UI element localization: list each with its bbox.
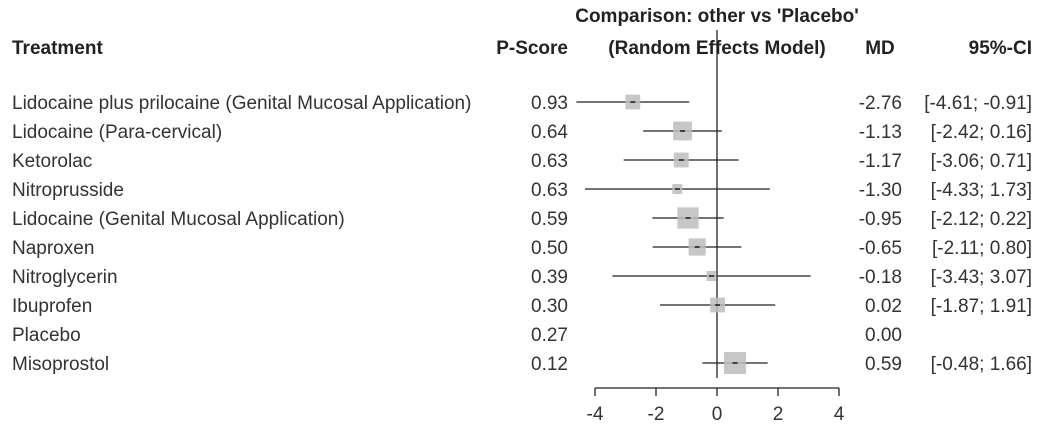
header-ci: 95%-CI xyxy=(969,38,1032,59)
x-tick-label: 4 xyxy=(834,404,845,425)
header-treatment: Treatment xyxy=(12,38,103,59)
forest-rows: Lidocaine plus prilocaine (Genital Mucos… xyxy=(12,93,1032,375)
x-tick-label: 2 xyxy=(773,404,784,425)
ci-value: [-2.12; 0.22] xyxy=(931,209,1032,230)
header-comparison-line1: Comparison: other vs 'Placebo' xyxy=(575,6,859,27)
header-md: MD xyxy=(865,38,895,59)
pscore-value: 0.63 xyxy=(531,180,568,201)
x-tick-label: 0 xyxy=(712,404,723,425)
pscore-value: 0.50 xyxy=(531,238,568,259)
ci-value: [-3.06; 0.71] xyxy=(931,151,1032,172)
treatment-label: Naproxen xyxy=(12,238,94,259)
pscore-value: 0.93 xyxy=(531,93,568,114)
treatment-label: Nitroglycerin xyxy=(12,267,118,288)
forest-row: Misoprostol 0.12 0.59 [-0.48; 1.66] xyxy=(12,352,1032,375)
ci-value: [-2.42; 0.16] xyxy=(931,122,1032,143)
ci-value: [-2.11; 0.80] xyxy=(932,238,1032,259)
md-value: -1.30 xyxy=(859,180,902,201)
forest-row: Lidocaine plus prilocaine (Genital Mucos… xyxy=(12,93,1032,114)
md-value: -0.95 xyxy=(859,209,902,230)
treatment-label: Placebo xyxy=(12,325,81,346)
x-tick-label: -2 xyxy=(648,404,665,425)
ci-value: [-4.61; -0.91] xyxy=(924,93,1032,114)
pscore-value: 0.30 xyxy=(531,296,568,317)
treatment-label: Lidocaine (Genital Mucosal Application) xyxy=(12,209,345,230)
md-value: -2.76 xyxy=(859,93,902,114)
treatment-label: Ketorolac xyxy=(12,151,92,172)
x-tick-label: -4 xyxy=(587,404,604,425)
treatment-label: Lidocaine plus prilocaine (Genital Mucos… xyxy=(12,93,471,114)
header-pscore: P-Score xyxy=(496,38,568,59)
forest-row: Ibuprofen 0.30 0.02 [-1.87; 1.91] xyxy=(12,296,1032,317)
x-axis: -4 -2 0 2 4 xyxy=(587,387,845,425)
md-value: 0.02 xyxy=(865,296,902,317)
md-value: -1.17 xyxy=(859,151,902,172)
ci-value: [-3.43; 3.07] xyxy=(931,267,1032,288)
forest-row: Nitroglycerin 0.39 -0.18 [-3.43; 3.07] xyxy=(12,267,1032,288)
forest-row: Ketorolac 0.63 -1.17 [-3.06; 0.71] xyxy=(12,151,1032,172)
md-value: -1.13 xyxy=(859,122,902,143)
md-value: 0.59 xyxy=(865,354,902,375)
treatment-label: Ibuprofen xyxy=(12,296,92,317)
pscore-value: 0.59 xyxy=(531,209,568,230)
forest-row: Lidocaine (Genital Mucosal Application) 0… xyxy=(12,207,1032,230)
ci-value: [-0.48; 1.66] xyxy=(931,354,1032,375)
pscore-value: 0.27 xyxy=(531,325,568,346)
forest-row: Lidocaine (Para-cervical) 0.64 -1.13 [-2.42… xyxy=(12,121,1032,143)
forest-row: Placebo 0.27 0.00 xyxy=(12,325,902,346)
ci-value: [-4.33; 1.73] xyxy=(931,180,1032,201)
treatment-label: Nitroprusside xyxy=(12,180,124,201)
pscore-value: 0.12 xyxy=(531,354,568,375)
md-value: -0.65 xyxy=(859,238,902,259)
ci-value: [-1.87; 1.91] xyxy=(931,296,1032,317)
treatment-label: Misoprostol xyxy=(12,354,109,375)
forest-row: Nitroprusside 0.63 -1.30 [-4.33; 1.73] xyxy=(12,180,1032,201)
forest-row: Naproxen 0.50 -0.65 [-2.11; 0.80] xyxy=(12,238,1032,259)
pscore-value: 0.64 xyxy=(531,122,568,143)
treatment-label: Lidocaine (Para-cervical) xyxy=(12,122,222,143)
pscore-value: 0.39 xyxy=(531,267,568,288)
md-value: -0.18 xyxy=(859,267,902,288)
md-value: 0.00 xyxy=(865,325,902,346)
pscore-value: 0.63 xyxy=(531,151,568,172)
